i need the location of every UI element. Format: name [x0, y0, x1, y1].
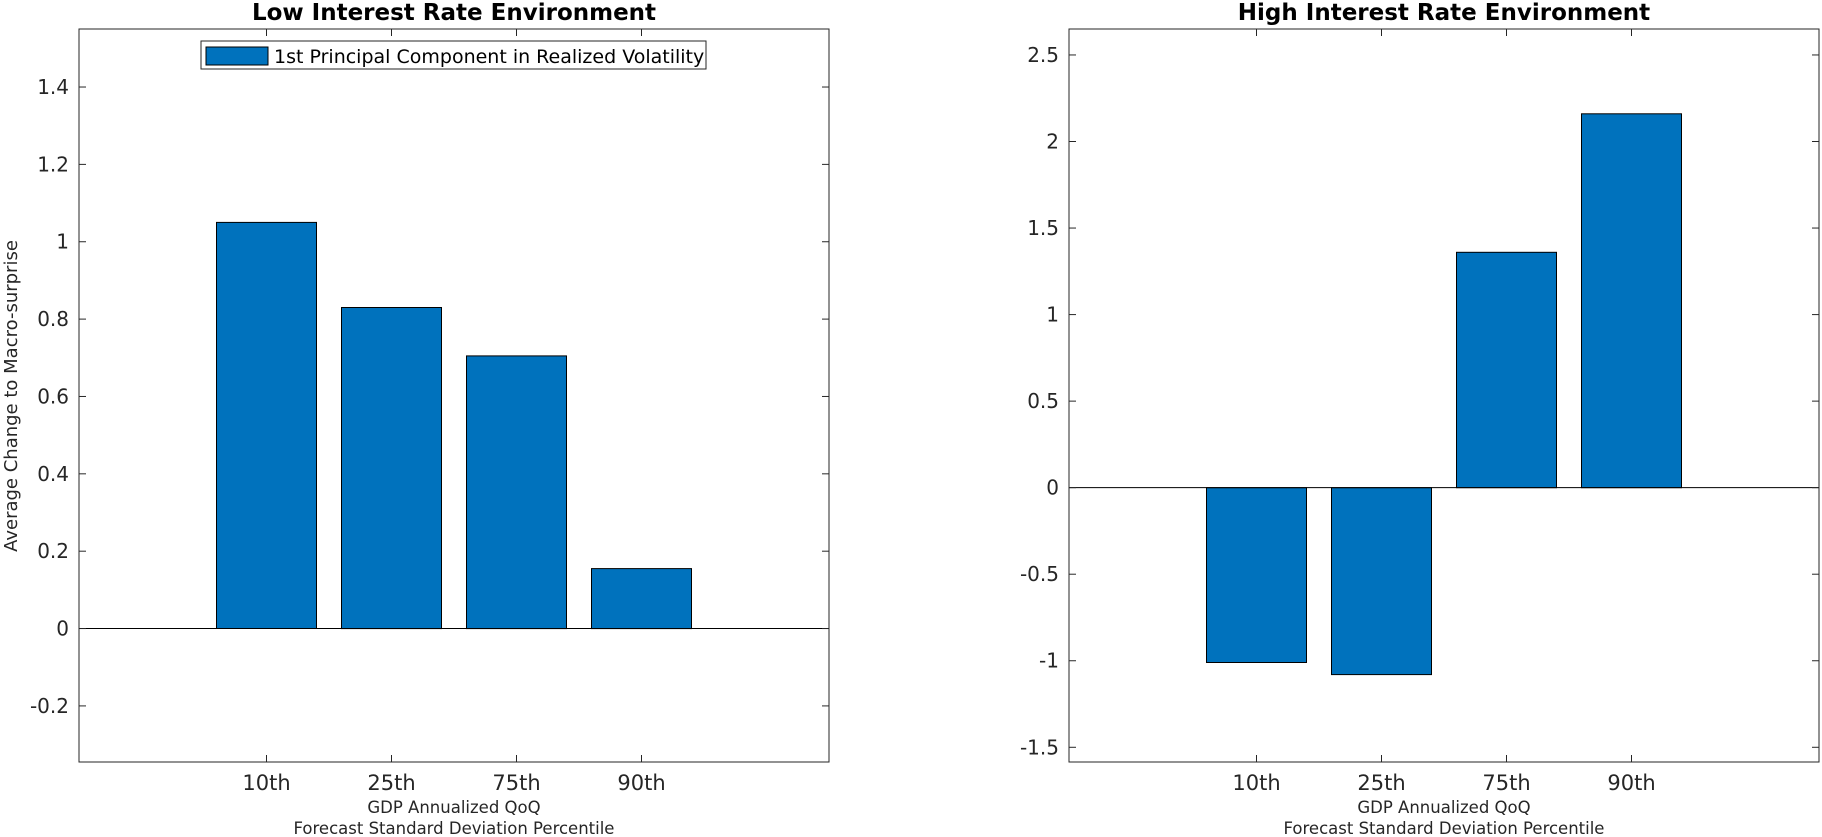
- xtick-label-low: 10th: [242, 771, 290, 795]
- xtick-label-high: 10th: [1232, 771, 1280, 795]
- bar-high-25th: [1331, 487, 1432, 676]
- legend-swatch: [205, 46, 269, 66]
- bar-high-90th: [1581, 113, 1682, 489]
- chart-title-low: Low Interest Rate Environment: [252, 0, 656, 26]
- x-ticks-low: 10th 25th 75th 90th: [242, 29, 666, 795]
- xtick-label-high: 75th: [1482, 771, 1530, 795]
- legend-box: [200, 40, 707, 70]
- x-axis-label-low-line1: GDP Annualized QoQ: [367, 798, 540, 817]
- xtick-label-low: 25th: [367, 771, 415, 795]
- xtick-label-high: 25th: [1357, 771, 1405, 795]
- ytick-label-low: 0.2: [37, 539, 69, 563]
- bar-low-90th: [591, 568, 692, 630]
- ytick-label-high: 2.5: [1027, 43, 1059, 67]
- ytick-label-low: -0.2: [30, 694, 69, 718]
- xtick-label-low: 90th: [617, 771, 665, 795]
- ytick-label-high: 1.5: [1027, 216, 1059, 240]
- legend: 1st Principal Component in Realized Vola…: [200, 40, 707, 70]
- ytick-label-high: 0.5: [1027, 389, 1059, 413]
- bar-high-75th: [1456, 251, 1557, 489]
- bar-high-10th: [1206, 487, 1307, 664]
- xtick-label-high: 90th: [1607, 771, 1655, 795]
- ytick-label-low: 1.4: [37, 75, 69, 99]
- ytick-label-low: 0.6: [37, 384, 69, 408]
- ytick-label-high: 1: [1046, 303, 1059, 327]
- bar-low-25th: [341, 307, 442, 630]
- y-ticks-high: -1.5 -1 -0.5 0 0.5 1 1.5 2 2.5: [1020, 43, 1819, 759]
- x-ticks-high: 10th 25th 75th 90th: [1232, 29, 1656, 795]
- ytick-label-low: 1.2: [37, 152, 69, 176]
- y-ticks-low: -0.2 0 0.2 0.4 0.6 0.8 1 1.2 1.4: [30, 75, 829, 718]
- y-axis-label-low: Average Change to Macro-surprise: [1, 240, 22, 552]
- bar-low-75th: [466, 355, 567, 630]
- ytick-label-high: -1.5: [1020, 735, 1059, 759]
- ytick-label-high: 0: [1046, 476, 1059, 500]
- x-axis-label-low-line2: Forecast Standard Deviation Percentile: [294, 819, 615, 837]
- panel-high-interest: High Interest Rate Environment -1.5 -1 -0.…: [1020, 0, 1820, 837]
- ytick-label-low: 0.4: [37, 462, 69, 486]
- bar-low-10th: [216, 221, 317, 629]
- bars-low: [216, 221, 692, 630]
- ytick-label-low: 0.8: [37, 307, 69, 331]
- bars-high: [1206, 113, 1682, 676]
- xtick-label-low: 75th: [492, 771, 540, 795]
- x-axis-label-high-line1: GDP Annualized QoQ: [1357, 798, 1530, 817]
- axes-box-low: [78, 28, 830, 763]
- legend-label: 1st Principal Component in Realized Vola…: [274, 46, 704, 68]
- panel-low-interest: Low Interest Rate Environment -0.2 0 0.2 0.…: [1, 0, 830, 837]
- ytick-label-low: 1: [56, 230, 69, 254]
- ytick-label-high: 2: [1046, 130, 1059, 154]
- ytick-label-low: 0: [56, 617, 69, 641]
- ytick-label-high: -1: [1039, 649, 1059, 673]
- chart-title-high: High Interest Rate Environment: [1238, 0, 1650, 26]
- axes-box-high: [1068, 28, 1820, 763]
- ytick-label-high: -0.5: [1020, 562, 1059, 586]
- x-axis-label-high-line2: Forecast Standard Deviation Percentile: [1284, 819, 1605, 837]
